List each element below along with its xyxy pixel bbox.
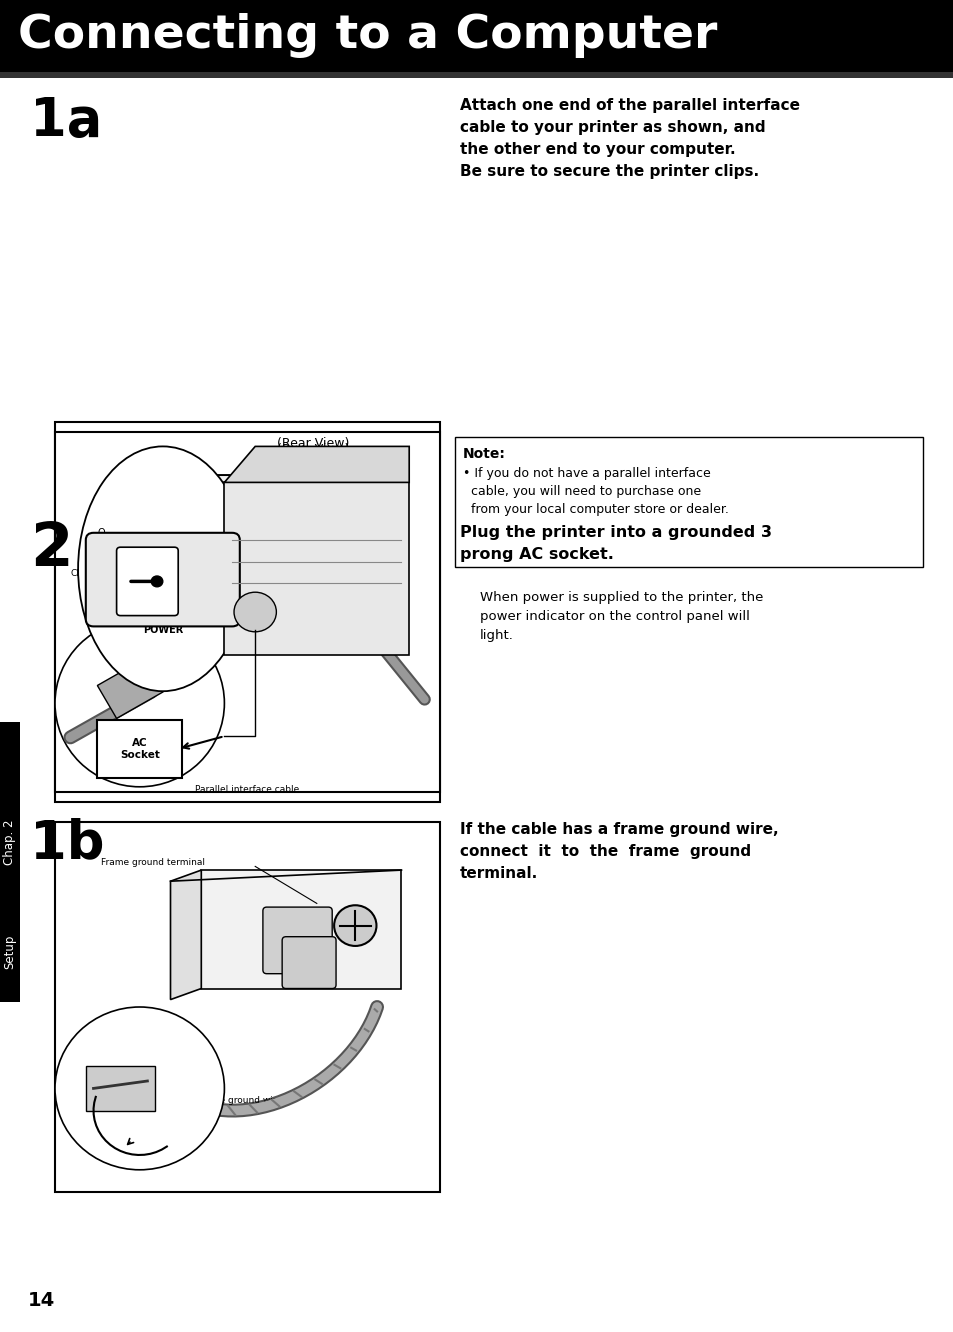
Text: cable to your printer as shown, and: cable to your printer as shown, and	[459, 120, 765, 135]
Bar	[0, 72, 953, 79]
FancyBboxPatch shape	[97, 721, 182, 778]
Text: (Rear View): (Rear View)	[276, 442, 349, 456]
Text: O: O	[97, 529, 105, 538]
Text: Connector: Connector	[228, 511, 274, 521]
Bar	[190, 535, 205, 559]
Text: POWER: POWER	[143, 625, 183, 634]
Text: Frame ground terminal: Frame ground terminal	[101, 858, 205, 867]
Text: prong AC socket.: prong AC socket.	[459, 547, 613, 562]
Bar	[241, 539, 248, 574]
Circle shape	[55, 619, 224, 787]
Circle shape	[233, 593, 276, 631]
Bar	[201, 529, 316, 582]
Text: terminal.: terminal.	[459, 866, 537, 880]
Bar	[263, 539, 270, 574]
Text: AC
Socket: AC Socket	[120, 738, 159, 759]
Text: OFF: OFF	[93, 538, 109, 547]
Text: power indicator on the control panel will: power indicator on the control panel wil…	[479, 610, 749, 623]
Text: Chap. 2: Chap. 2	[4, 819, 16, 864]
FancyBboxPatch shape	[171, 476, 401, 597]
Bar	[209, 539, 215, 574]
Text: Frame ground wire: Frame ground wire	[197, 1096, 282, 1104]
Text: Clips: Clips	[71, 570, 92, 578]
Polygon shape	[139, 476, 171, 597]
Polygon shape	[171, 870, 201, 999]
Bar	[97, 659, 163, 718]
Text: Attach one end of the parallel interface: Attach one end of the parallel interface	[459, 99, 800, 113]
Bar	[0, 722, 20, 1002]
FancyBboxPatch shape	[263, 907, 332, 974]
Text: • If you do not have a parallel interface
  cable, you will need to purchase one: • If you do not have a parallel interfac…	[462, 468, 728, 515]
Text: Parallel interface cable: Parallel interface cable	[195, 786, 299, 794]
FancyBboxPatch shape	[282, 936, 335, 988]
FancyBboxPatch shape	[201, 870, 401, 988]
Bar	[55, 432, 439, 793]
Text: Note:: Note:	[462, 448, 505, 461]
Text: If the cable has a frame ground wire,: If the cable has a frame ground wire,	[459, 822, 778, 836]
Circle shape	[334, 906, 376, 946]
Bar	[455, 437, 923, 567]
Text: 1a: 1a	[30, 95, 102, 147]
Bar	[219, 539, 227, 574]
Bar	[252, 539, 259, 574]
Bar	[320, 535, 335, 559]
Text: light.: light.	[479, 629, 514, 642]
Circle shape	[152, 575, 163, 587]
Text: ON: ON	[218, 538, 230, 547]
Bar	[231, 539, 237, 574]
Bar	[55, 422, 439, 802]
Bar	[294, 539, 302, 574]
FancyBboxPatch shape	[86, 533, 239, 626]
Ellipse shape	[78, 446, 247, 691]
Text: Be sure to secure the printer clips.: Be sure to secure the printer clips.	[459, 164, 759, 178]
Text: 1b: 1b	[30, 817, 105, 868]
FancyBboxPatch shape	[328, 562, 397, 623]
Text: I: I	[223, 529, 226, 538]
Bar	[86, 1066, 155, 1111]
Bar	[274, 539, 280, 574]
Text: 2: 2	[30, 519, 72, 579]
Text: 14: 14	[28, 1291, 55, 1309]
FancyBboxPatch shape	[224, 482, 409, 655]
FancyBboxPatch shape	[116, 547, 178, 615]
Text: (Rear View): (Rear View)	[276, 437, 349, 450]
Bar	[0, 0, 953, 72]
Text: When power is supplied to the printer, the: When power is supplied to the printer, t…	[479, 591, 762, 603]
Polygon shape	[224, 446, 409, 482]
Bar	[284, 539, 291, 574]
Circle shape	[55, 1007, 224, 1169]
Bar	[55, 822, 439, 1192]
Text: connect  it  to  the  frame  ground: connect it to the frame ground	[459, 844, 750, 859]
Text: Plug the printer into a grounded 3: Plug the printer into a grounded 3	[459, 525, 771, 539]
Text: the other end to your computer.: the other end to your computer.	[459, 143, 735, 157]
Text: Setup: Setup	[4, 935, 16, 970]
Text: Connecting to a Computer: Connecting to a Computer	[18, 13, 717, 59]
